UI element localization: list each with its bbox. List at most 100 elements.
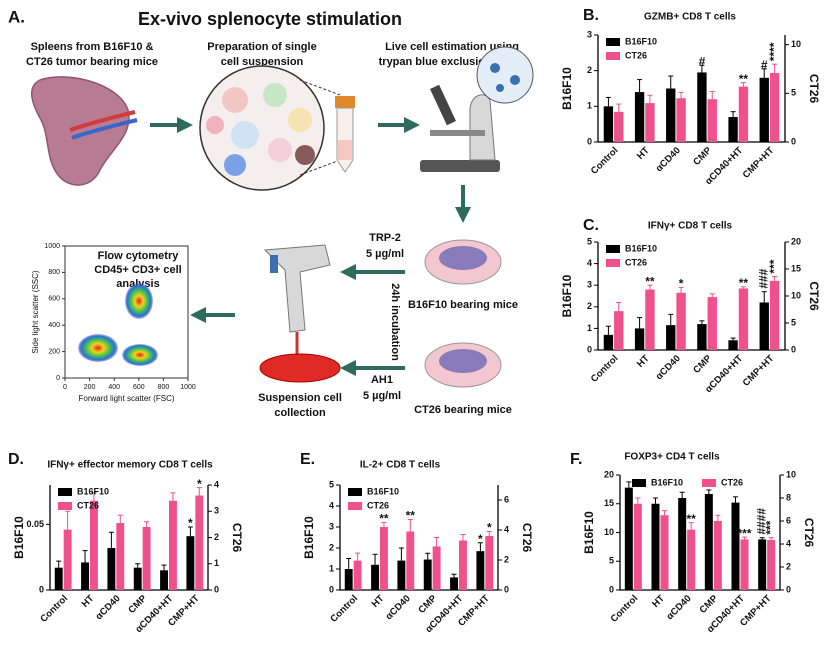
x-tick-label: Control <box>589 145 621 177</box>
bar <box>666 325 676 350</box>
cell-suspension-icon-part <box>231 121 259 149</box>
tube-icon-part <box>338 140 352 160</box>
bar <box>380 527 388 590</box>
bar <box>651 503 660 590</box>
y2-tick-label: 8 <box>786 492 791 502</box>
y2-tick-label: 10 <box>786 469 796 479</box>
chart-title: IFNγ+ CD8 T cells <box>648 221 733 232</box>
annotation: * <box>197 477 202 491</box>
flow-plot <box>64 245 189 379</box>
bar <box>614 111 624 142</box>
y-axis-label: B16F10 <box>560 67 574 110</box>
y-tick-label: 4 <box>329 500 334 510</box>
step-labels-part: CT26 bearing mice <box>414 404 512 416</box>
step-labels-part: Flow cytometry <box>98 250 180 262</box>
annotation: ** <box>406 509 416 523</box>
panel-label: F. <box>570 451 582 468</box>
y-tick-label: 3 <box>587 280 592 290</box>
tube-icon-part <box>335 96 355 108</box>
x-tick-label: HT <box>370 593 387 610</box>
x-tick-label: Control <box>609 593 641 625</box>
y-axis-label: Side light scatter (SSC) <box>31 270 40 353</box>
x-tick-label: 800 <box>158 384 170 391</box>
bar <box>160 570 168 590</box>
panel-label: B. <box>583 7 599 24</box>
step-labels-part: Live cell estimation using <box>385 41 519 53</box>
y-tick-label: 0 <box>609 584 614 594</box>
y-tick-label: 1000 <box>44 243 60 250</box>
y-tick-label: 3 <box>329 521 334 531</box>
panel-label: E. <box>300 451 315 468</box>
pipette-icon-part <box>259 353 341 383</box>
legend-label: CT26 <box>367 500 389 510</box>
cell-suspension-icon <box>199 65 341 191</box>
y-tick-label: 0 <box>329 584 334 594</box>
bar <box>624 487 633 590</box>
y-tick-label: 0 <box>587 136 592 146</box>
x-tick-label: Control <box>38 593 70 625</box>
bar <box>459 540 467 590</box>
y-tick-label: 5 <box>609 556 614 566</box>
y-tick-label: 0 <box>587 344 592 354</box>
annotation: #### <box>754 508 768 535</box>
y-tick-label: 3 <box>587 29 592 39</box>
bar <box>195 495 204 590</box>
y2-axis-label: CT26 <box>230 523 244 553</box>
y2-tick-label: 2 <box>214 532 219 542</box>
legend-swatch <box>606 38 620 46</box>
y2-tick-label: 4 <box>786 538 791 548</box>
x-tick-label: CMP+HT <box>741 353 777 389</box>
y2-tick-label: 4 <box>504 524 509 534</box>
step-labels-part: B16F10 bearing mice <box>408 299 518 311</box>
x-tick-label: CMP <box>416 593 439 616</box>
annotation: ** <box>379 512 389 526</box>
legend-swatch <box>632 479 646 487</box>
chart-title: GZMB+ CD8 T cells <box>644 12 736 23</box>
flow-plot-part <box>122 344 158 366</box>
bar <box>666 88 676 142</box>
bar <box>344 569 353 590</box>
bar <box>759 77 769 142</box>
x-tick-label: Control <box>589 353 621 385</box>
bar <box>738 288 749 350</box>
microscope-icon-part <box>420 160 500 172</box>
y2-tick-label: 5 <box>791 317 796 327</box>
bar <box>133 567 142 590</box>
bar <box>476 551 485 590</box>
x-tick-label: CMP <box>691 353 714 376</box>
y2-tick-label: 1 <box>214 558 219 568</box>
cell-suspension-icon-part <box>299 159 341 176</box>
y2-axis-label: CT26 <box>807 74 821 104</box>
microscope-icon-part <box>490 63 500 73</box>
y-tick-label: 4 <box>587 258 592 268</box>
bar <box>728 117 738 142</box>
legend-label: CT26 <box>625 257 647 267</box>
annotation: * <box>478 532 483 546</box>
y2-tick-label: 3 <box>214 506 219 516</box>
y-tick-label: 2 <box>587 301 592 311</box>
pipette-icon-part <box>263 244 331 333</box>
schematic-title: Ex-vivo splenocyte stimulation <box>138 9 402 29</box>
y-tick-label: 2 <box>587 65 592 75</box>
y2-tick-label: 6 <box>504 494 509 504</box>
step-labels-part: CD45+ CD3+ cell <box>94 264 181 276</box>
bar <box>707 99 717 142</box>
x-axis-label: Forward light scatter (FSC) <box>78 394 174 403</box>
x-tick-label: αCD40 <box>384 593 413 622</box>
bar <box>397 560 406 590</box>
step-labels-part: TRP-2 <box>369 232 401 244</box>
annotation: * <box>188 516 193 530</box>
y2-tick-label: 20 <box>791 236 801 246</box>
microscope-icon-part <box>469 94 496 161</box>
bar <box>769 72 780 142</box>
y-tick-label: 5 <box>329 479 334 489</box>
step-labels-part: cell suspension <box>221 56 304 68</box>
x-tick-label: CMP+HT <box>741 145 777 181</box>
bar <box>603 106 614 142</box>
microscope-icon-part <box>476 46 534 104</box>
legend-swatch <box>58 488 72 496</box>
y2-tick-label: 15 <box>791 263 801 273</box>
step-labels-part: Suspension cell <box>258 392 342 404</box>
bar <box>731 502 740 590</box>
legend-label: B16F10 <box>625 243 657 253</box>
